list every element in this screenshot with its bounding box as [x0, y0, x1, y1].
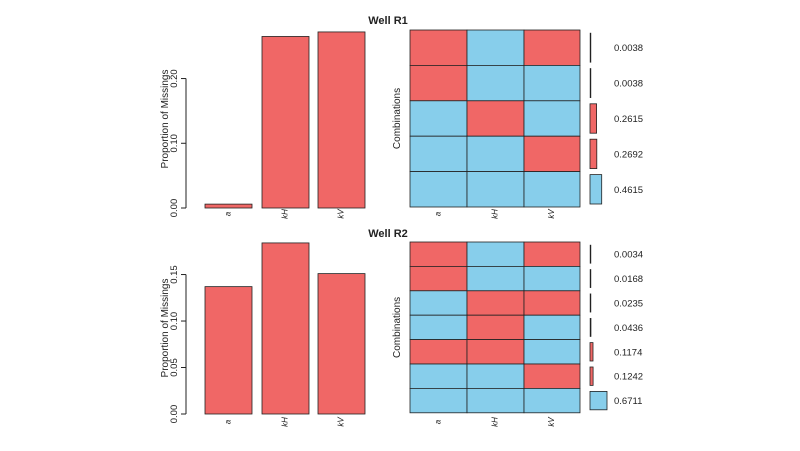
heatmap-cell	[409, 100, 468, 137]
heatmap-cell	[523, 135, 581, 172]
proportion-label: 0.1174	[614, 347, 642, 358]
proportion-label: 0.6711	[614, 396, 642, 407]
y-tick-label: 0.05	[169, 358, 180, 377]
bar-a	[204, 286, 253, 415]
category-label: kH	[491, 417, 500, 427]
proportion-label: 0.0038	[614, 79, 643, 90]
heatmap-cell	[466, 265, 525, 292]
heatmap-cell	[409, 387, 468, 414]
heatmap-cell	[523, 29, 581, 66]
heatmap-cell	[466, 363, 525, 389]
heatmap-cell	[523, 100, 581, 137]
proportion-bar	[589, 293, 592, 313]
heatmap-cell	[409, 241, 468, 267]
heatmap-y-axis-title: Combinations	[392, 88, 403, 149]
bar-kH	[261, 242, 310, 415]
category-label: a	[224, 211, 233, 216]
category-label: a	[224, 419, 233, 424]
proportion-bar	[589, 32, 592, 63]
heatmap-cell	[466, 100, 525, 137]
heatmap-cell	[409, 65, 468, 102]
proportion-bar	[589, 269, 592, 288]
category-label: kH	[281, 209, 290, 219]
heatmap-cell	[466, 171, 525, 208]
heatmap-cell	[466, 241, 525, 267]
heatmap-cell	[466, 135, 525, 172]
category-label: kV	[337, 417, 346, 427]
proportion-bar	[589, 366, 594, 386]
proportion-label: 0.0034	[614, 250, 643, 261]
heatmap-cell	[523, 171, 581, 208]
proportion-bar	[589, 342, 594, 362]
heatmap-cell	[466, 29, 525, 66]
heatmap-cell	[409, 135, 468, 172]
heatmap-cell	[409, 363, 468, 389]
bar-a	[204, 203, 253, 209]
heatmap-cell	[409, 339, 468, 365]
heatmap-cell	[409, 171, 468, 208]
proportion-bar	[589, 390, 608, 411]
heatmap-cell	[466, 387, 525, 414]
heatmap-cell	[523, 339, 581, 365]
heatmap-cell	[523, 363, 581, 389]
category-label: a	[434, 419, 443, 424]
heatmap-cell	[523, 387, 581, 414]
heatmap-cell	[409, 265, 468, 292]
proportion-bar	[589, 138, 598, 169]
heatmap-cell	[466, 290, 525, 316]
y-tick-label: 0.20	[169, 69, 180, 88]
heatmap-cell	[523, 65, 581, 102]
y-tick-label: 0.10	[169, 134, 180, 153]
bar-kV	[317, 273, 366, 415]
proportion-bar	[589, 244, 592, 264]
heatmap-cell	[409, 290, 468, 316]
y-tick-label: 0.10	[169, 312, 180, 331]
proportion-label: 0.0168	[614, 274, 643, 285]
bar-kH	[261, 36, 310, 209]
category-label: a	[434, 211, 443, 216]
proportion-label: 0.0038	[614, 43, 643, 54]
proportion-label: 0.2615	[614, 114, 643, 125]
panel-title: Well R1	[368, 15, 408, 27]
proportion-label: 0.1242	[614, 372, 643, 383]
category-label: kH	[281, 417, 290, 427]
y-tick-label: 0.00	[169, 405, 180, 424]
category-label: kV	[337, 209, 346, 219]
proportion-bar	[589, 318, 592, 337]
heatmap-cell	[523, 265, 581, 292]
proportion-bar	[589, 174, 603, 205]
heatmap-cell	[466, 65, 525, 102]
bar-kV	[317, 31, 366, 209]
proportion-label: 0.0436	[614, 323, 643, 334]
category-label: kV	[547, 417, 556, 427]
proportion-bar	[589, 68, 592, 99]
heatmap-cell	[409, 29, 468, 66]
category-label: kV	[547, 209, 556, 219]
heatmap-cell	[466, 339, 525, 365]
heatmap-cell	[523, 241, 581, 267]
heatmap-y-axis-title: Combinations	[392, 297, 403, 358]
y-tick-label: 0.00	[169, 199, 180, 218]
panel-title: Well R2	[368, 228, 408, 240]
proportion-bar	[589, 103, 597, 134]
proportion-label: 0.0235	[614, 299, 643, 310]
y-axis-title: Proportion of Missings	[160, 70, 171, 169]
heatmap-cell	[523, 290, 581, 316]
heatmap-cell	[466, 314, 525, 341]
heatmap-cell	[523, 314, 581, 341]
y-tick-label: 0.15	[169, 265, 180, 284]
proportion-label: 0.2692	[614, 149, 643, 160]
category-label: kH	[491, 209, 500, 219]
proportion-label: 0.4615	[614, 185, 643, 196]
y-axis-title: Proportion of Missings	[160, 279, 171, 378]
heatmap-cell	[409, 314, 468, 341]
